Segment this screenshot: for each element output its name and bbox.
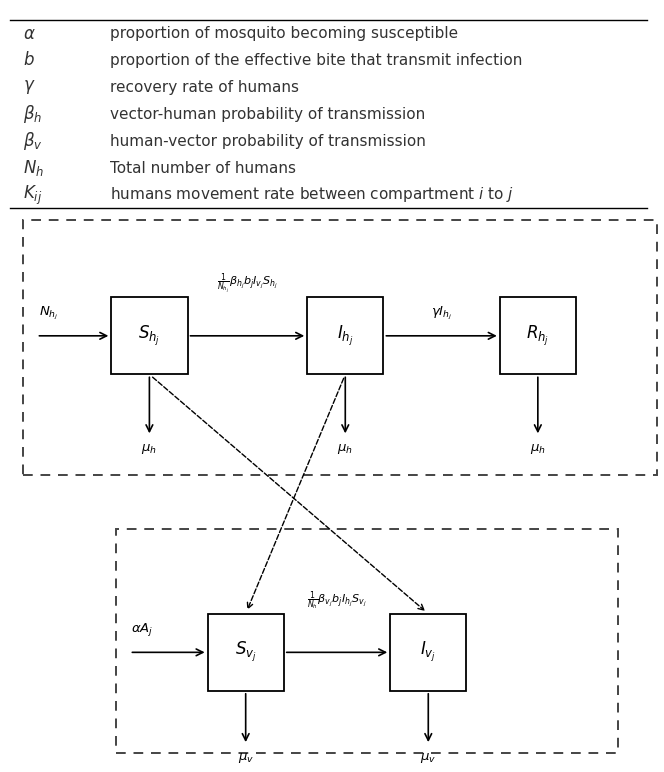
Text: $S_{v_j}$: $S_{v_j}$ <box>235 640 256 665</box>
Bar <box>307 297 384 374</box>
Text: $I_{v_j}$: $I_{v_j}$ <box>420 640 436 665</box>
Text: $\alpha$: $\alpha$ <box>23 25 36 42</box>
Text: $N_h$: $N_h$ <box>23 158 44 178</box>
Text: vector-human probability of transmission: vector-human probability of transmission <box>110 107 425 122</box>
Text: $\mu_v$: $\mu_v$ <box>420 751 436 765</box>
Text: $\beta_v$: $\beta_v$ <box>23 130 43 152</box>
Text: $\gamma$: $\gamma$ <box>23 78 36 96</box>
Text: $b$: $b$ <box>23 52 35 69</box>
Bar <box>500 297 576 374</box>
Text: humans movement rate between compartment $i$ to $j$: humans movement rate between compartment… <box>110 185 513 205</box>
Text: $K_{ij}$: $K_{ij}$ <box>23 184 42 207</box>
Bar <box>390 614 467 691</box>
Text: $\mu_h$: $\mu_h$ <box>337 442 353 456</box>
Text: recovery rate of humans: recovery rate of humans <box>110 80 299 95</box>
Bar <box>207 614 284 691</box>
Text: $I_{h_j}$: $I_{h_j}$ <box>337 323 353 348</box>
Bar <box>112 297 188 374</box>
Text: $\beta_h$: $\beta_h$ <box>23 103 42 125</box>
Text: proportion of the effective bite that transmit infection: proportion of the effective bite that tr… <box>110 53 522 68</box>
Text: $N_{h_j}$: $N_{h_j}$ <box>39 305 58 322</box>
Bar <box>23 220 657 475</box>
Text: $\gamma I_{h_j}$: $\gamma I_{h_j}$ <box>431 305 452 322</box>
Text: $\mu_h$: $\mu_h$ <box>141 442 157 456</box>
Text: $\frac{1}{N_{h_j}}\beta_{h_j}b_jI_{v_j}S_{h_j}$: $\frac{1}{N_{h_j}}\beta_{h_j}b_jI_{v_j}S… <box>217 271 278 296</box>
Text: $\alpha A_j$: $\alpha A_j$ <box>131 621 154 638</box>
Text: $\mu_h$: $\mu_h$ <box>530 442 546 456</box>
Text: Total number of humans: Total number of humans <box>110 161 295 175</box>
Text: $S_{h_j}$: $S_{h_j}$ <box>138 323 161 348</box>
Text: $\frac{1}{N_h}\beta_{v_j}b_jI_{h_j}S_{v_j}$: $\frac{1}{N_h}\beta_{v_j}b_jI_{h_j}S_{v_… <box>307 590 367 612</box>
Text: $\mu_v$: $\mu_v$ <box>238 751 254 765</box>
Bar <box>116 529 618 753</box>
Text: human-vector probability of transmission: human-vector probability of transmission <box>110 134 426 149</box>
Text: proportion of mosquito becoming susceptible: proportion of mosquito becoming suscepti… <box>110 26 457 41</box>
Text: $R_{h_j}$: $R_{h_j}$ <box>527 323 549 348</box>
